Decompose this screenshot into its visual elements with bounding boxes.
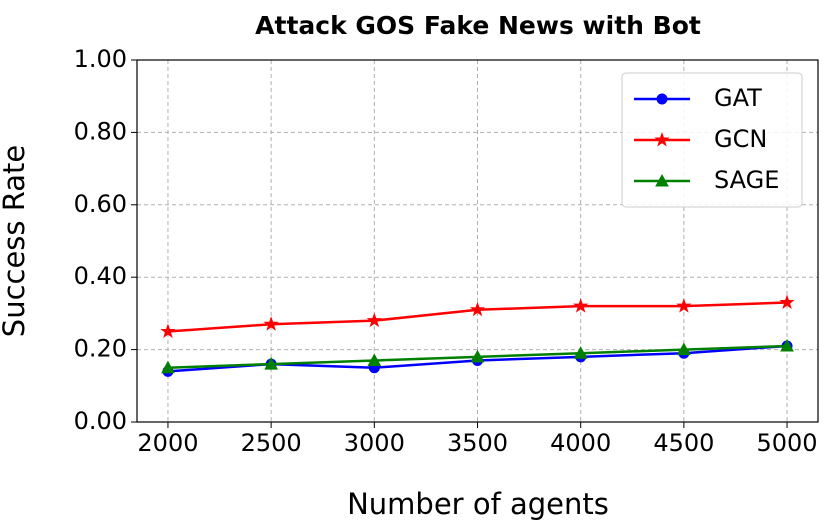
marker bbox=[469, 301, 486, 317]
x-tick-label: 4000 bbox=[550, 429, 611, 457]
marker bbox=[160, 323, 176, 338]
x-tick-label: 2000 bbox=[137, 429, 198, 457]
marker bbox=[366, 312, 382, 328]
y-tick-label: 0.20 bbox=[74, 335, 127, 363]
marker bbox=[367, 353, 382, 366]
marker bbox=[573, 346, 588, 359]
y-tick-label: 0.60 bbox=[74, 190, 127, 218]
x-tick-label: 5000 bbox=[757, 429, 818, 457]
legend-label: GAT bbox=[714, 84, 762, 112]
plot-frame bbox=[136, 59, 819, 423]
chart-title: Attack GOS Fake News with Bot bbox=[255, 11, 701, 40]
x-tick-label: 4500 bbox=[653, 429, 714, 457]
legend-marker bbox=[656, 93, 668, 105]
legend-marker bbox=[655, 173, 669, 187]
y-axis-label: Success Rate bbox=[0, 145, 31, 337]
marker bbox=[264, 357, 278, 370]
marker bbox=[676, 298, 692, 313]
marker bbox=[780, 338, 794, 352]
marker bbox=[470, 349, 485, 363]
x-tick-label: 3000 bbox=[344, 429, 405, 457]
x-tick-label: 2500 bbox=[241, 429, 302, 457]
y-tick-label: 1.00 bbox=[74, 45, 127, 73]
x-tick-label: 3500 bbox=[447, 429, 508, 457]
x-axis-label: Number of agents bbox=[347, 487, 609, 521]
marker bbox=[677, 342, 691, 356]
legend-label: SAGE bbox=[714, 166, 779, 194]
marker bbox=[573, 298, 589, 313]
y-tick-label: 0.80 bbox=[74, 117, 127, 145]
legend-label: GCN bbox=[714, 125, 767, 153]
y-tick-label: 0.00 bbox=[74, 407, 127, 435]
marker bbox=[263, 316, 279, 331]
y-tick-label: 0.40 bbox=[74, 262, 127, 290]
marker bbox=[779, 294, 795, 310]
legend-box bbox=[621, 72, 803, 208]
marker bbox=[161, 360, 175, 374]
legend-marker bbox=[654, 131, 670, 147]
